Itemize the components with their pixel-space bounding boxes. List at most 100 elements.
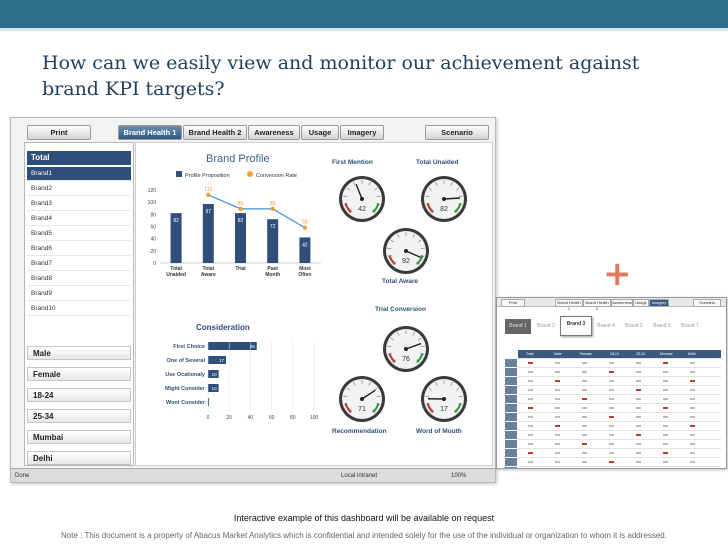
consideration-bar-label: 10: [212, 386, 218, 391]
thumb-table-row: [505, 467, 721, 468]
gauge-hub: [404, 347, 408, 351]
thumb-brand-2: Brand 2: [537, 323, 555, 329]
gauge-tick: [435, 381, 438, 386]
thumb-table-row: [505, 377, 721, 386]
thumb-cell-mark: [582, 380, 587, 382]
filter-18-24[interactable]: 18-24: [27, 388, 131, 402]
tab-awareness[interactable]: Awareness: [248, 125, 300, 140]
sidebar-item-brand4[interactable]: Brand4: [27, 212, 131, 226]
thumb-row-label: [505, 359, 517, 367]
thumb-cell-mark: [528, 371, 533, 373]
gauge-zone: [454, 402, 462, 413]
thumb-cell-mark: [663, 380, 668, 382]
sidebar-item-brand3[interactable]: Brand3: [27, 197, 131, 211]
gauge-zone: [416, 352, 424, 363]
tab-imagery[interactable]: Imagery: [340, 125, 384, 140]
thumb-flag-icon: [582, 398, 587, 400]
thumb-row-label: [505, 404, 517, 412]
conversion-rate-point: [302, 225, 308, 230]
filter-male[interactable]: Male: [27, 346, 131, 360]
brand-profile-bar: [170, 213, 182, 263]
thumb-table-row: [505, 359, 721, 368]
thumb-table-row: [505, 449, 721, 458]
gauge-tick: [425, 195, 430, 197]
filter-mumbai[interactable]: Mumbai: [27, 430, 131, 444]
thumb-table-body: [505, 359, 721, 468]
thumb-flag-icon: [555, 425, 560, 427]
brand-profile-bar: [267, 219, 279, 263]
consideration-bar: [208, 398, 210, 406]
sidebar-item-brand1[interactable]: Brand1: [27, 167, 131, 181]
tab-print[interactable]: Print: [27, 125, 91, 140]
gauge-tick: [425, 203, 430, 206]
tab-scenario[interactable]: Scenario: [425, 125, 489, 140]
thumb-cell-mark: [636, 398, 641, 400]
sidebar-item-brand10[interactable]: Brand10: [27, 302, 131, 316]
thumb-table-row: [505, 404, 721, 413]
sidebar-header-total[interactable]: Total: [27, 151, 131, 165]
thumb-row-label: [505, 368, 517, 376]
brand-profile-xtick: Total: [203, 266, 215, 272]
tab-brand-health-2[interactable]: Brand Health 2: [183, 125, 247, 140]
slide-top-band: [0, 28, 728, 31]
gauge-value: 71: [358, 406, 366, 413]
sidebar-item-brand5[interactable]: Brand5: [27, 227, 131, 241]
thumb-cell-mark: [609, 443, 614, 445]
thumb-table-row: [505, 413, 721, 422]
thumb-cell-mark: [636, 371, 641, 373]
thumb-cell-mark: [555, 443, 560, 445]
brand-profile-bar-label: 42: [302, 242, 308, 248]
gauge-zone: [344, 202, 352, 213]
thumb-cell-mark: [690, 443, 695, 445]
thumb-cell-mark: [609, 452, 614, 454]
gauge-tick: [430, 409, 434, 413]
filter-delhi[interactable]: Delhi: [27, 451, 131, 465]
thumb-flag-icon: [636, 389, 641, 391]
thumb-cell-mark: [555, 389, 560, 391]
sidebar-item-brand9[interactable]: Brand9: [27, 287, 131, 301]
thumb-cell-mark: [582, 461, 587, 463]
filter-female[interactable]: Female: [27, 367, 131, 381]
thumb-row-label: [505, 377, 517, 385]
gauge-tick: [450, 181, 453, 186]
thumb-cell-mark: [663, 416, 668, 418]
gauge-hub: [360, 397, 364, 401]
status-zoom[interactable]: 100%: [451, 473, 467, 479]
sidebar-item-brand8[interactable]: Brand8: [27, 272, 131, 286]
sidebar-item-brand7[interactable]: Brand7: [27, 257, 131, 271]
thumb-tab-imagery: Imagery: [649, 299, 669, 307]
brand-sidebar: Total Brand1 Brand2 Brand3 Brand4 Brand5…: [24, 142, 134, 482]
gauge-tick: [425, 395, 430, 397]
consideration-ytick: Wont Consider: [166, 400, 206, 406]
gauge-tick: [454, 409, 458, 413]
consideration-ytick: First Choice: [173, 344, 205, 350]
consideration-bar: [208, 384, 219, 392]
legend-label-conversion: Conversion Rate: [256, 173, 297, 179]
dashboard-screenshot: Print Brand Health 1 Brand Health 2 Awar…: [10, 117, 496, 483]
thumb-cell-mark: [582, 407, 587, 409]
thumb-cell-mark: [609, 362, 614, 364]
tab-usage[interactable]: Usage: [301, 125, 339, 140]
gauge-value: 17: [440, 406, 448, 413]
sidebar-item-brand6[interactable]: Brand6: [27, 242, 131, 256]
sidebar-item-brand2[interactable]: Brand2: [27, 182, 131, 196]
gauge-tick: [343, 403, 348, 406]
consideration-bar-label: 10: [212, 372, 218, 377]
thumb-flag-icon: [555, 380, 560, 382]
tab-brand-health-1[interactable]: Brand Health 1: [118, 125, 182, 140]
gauge-value: 82: [440, 206, 448, 213]
gauge-tick: [348, 409, 352, 413]
thumb-col-25-34: 25-34: [636, 352, 645, 356]
consideration-bar: [208, 342, 257, 350]
gauge-tick: [387, 247, 392, 249]
thumb-cell-mark: [663, 461, 668, 463]
filter-25-34[interactable]: 25-34: [27, 409, 131, 423]
gauge-hub: [442, 197, 446, 201]
thumb-table-row: [505, 422, 721, 431]
gauge-tick: [376, 203, 381, 206]
thumb-flag-icon: [582, 443, 587, 445]
thumb-brand-7: Brand 7: [681, 323, 699, 329]
thumb-tab-brand-health-1: Brand Health 1: [555, 299, 583, 311]
thumb-table-row: [505, 431, 721, 440]
gauge-tick: [420, 345, 425, 347]
